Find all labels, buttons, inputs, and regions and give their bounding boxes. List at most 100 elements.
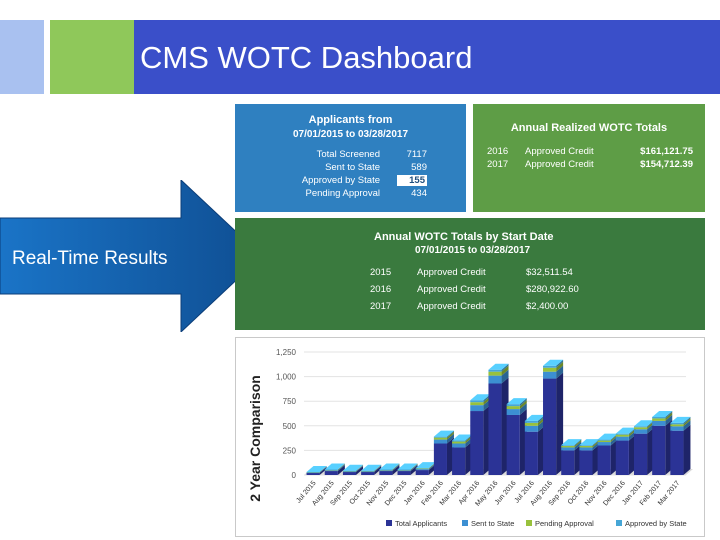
y-axis-title: 2 Year Comparison — [247, 375, 263, 502]
start-date-row: 2017 Approved Credit $2,400.00 — [235, 301, 705, 314]
bar-segment — [488, 375, 502, 384]
bar-segment — [306, 473, 320, 475]
bar-side — [319, 466, 327, 473]
bar-segment — [615, 433, 629, 435]
legend-label: Pending Approval — [535, 519, 594, 528]
bar-segment — [306, 472, 320, 473]
bar-segment — [506, 406, 520, 410]
bar-side — [519, 400, 527, 410]
bar-segment — [597, 439, 611, 441]
bar-top — [543, 359, 564, 366]
bar-side — [392, 463, 400, 471]
bar-side — [337, 465, 345, 475]
applicants-row: Pending Approval 434 — [235, 188, 466, 201]
bar-top — [615, 427, 636, 434]
start-date-range: 07/01/2015 to 03/28/2017 — [415, 245, 531, 256]
bar-segment — [415, 468, 429, 469]
bar-side — [410, 463, 418, 471]
bar-side — [337, 463, 345, 470]
bar-side — [356, 466, 364, 475]
bar-segment — [433, 436, 447, 438]
y-tick-label: 1,000 — [276, 373, 297, 382]
bar-segment — [506, 404, 520, 407]
bar-top — [397, 463, 418, 470]
bar-side — [665, 414, 673, 426]
bar-segment — [342, 472, 357, 475]
annual-row-year: 2017 — [487, 159, 509, 170]
bar-segment — [652, 416, 666, 419]
bar-side — [501, 369, 509, 384]
bar-segment — [379, 471, 393, 475]
legend-swatch — [386, 520, 392, 526]
start-date-row: 2016 Approved Credit $280,922.60 — [235, 284, 705, 297]
annual-row-label: Approved Credit — [525, 159, 594, 170]
start-row-year: 2016 — [370, 284, 392, 295]
bar-segment — [415, 469, 429, 471]
bar-top — [415, 462, 436, 469]
y-tick-label: 750 — [283, 397, 297, 406]
bar-side — [556, 365, 564, 379]
legend-swatch — [462, 520, 468, 526]
y-tick-label: 500 — [283, 422, 297, 431]
bar-segment — [433, 437, 447, 440]
bar-side — [374, 465, 382, 472]
bar-segment — [379, 469, 393, 471]
header-accent-green — [50, 20, 134, 94]
bar-segment — [633, 429, 648, 434]
bar-side — [374, 466, 382, 475]
bar-side — [501, 363, 509, 372]
bar-side — [392, 465, 400, 475]
applicants-panel: Applicants from 07/01/2015 to 03/28/2017… — [235, 104, 466, 212]
bar-side — [356, 465, 364, 472]
bar-segment — [452, 443, 466, 448]
bar-top — [597, 433, 618, 440]
applicants-row-value-highlighted: 155 — [397, 175, 427, 186]
bar-segment — [524, 420, 538, 423]
bar-side — [665, 412, 673, 421]
start-row-label: Approved Credit — [417, 284, 486, 295]
bar-segment — [670, 422, 684, 425]
annual-realized-panel: Annual Realized WOTC Totals 2016 Approve… — [473, 104, 705, 212]
start-row-amount: $32,511.54 — [526, 267, 573, 278]
bar-segment — [615, 434, 629, 437]
bar-segment — [324, 470, 338, 472]
title-bar: CMS WOTC Dashboard — [134, 20, 720, 94]
bar-side — [574, 439, 582, 448]
header-accent-light — [0, 20, 44, 94]
bar-side — [356, 464, 364, 472]
bar-side — [392, 464, 400, 472]
bar-side — [683, 418, 691, 427]
start-row-amount: $280,922.60 — [526, 284, 579, 295]
bar-segment — [324, 471, 338, 475]
bar-segment — [524, 431, 538, 475]
bar-segment — [633, 426, 648, 428]
bar-segment — [361, 472, 375, 475]
bar-segment — [379, 469, 393, 470]
bar-segment — [342, 471, 357, 473]
bar-side — [519, 403, 527, 415]
bar-segment — [615, 436, 629, 441]
comparison-chart-panel: 0 250 500 750 1,000 1,250 2 Year Comparison Jul… — [235, 337, 705, 537]
y-tick-label: 0 — [292, 471, 297, 480]
bar-segment — [597, 442, 611, 446]
start-row-year: 2015 — [370, 267, 392, 278]
bar-segment — [361, 471, 375, 473]
bar-side — [446, 431, 454, 440]
bar-segment — [397, 471, 411, 475]
bar-side — [501, 365, 509, 376]
bar-segment — [561, 450, 575, 475]
bar-segment — [670, 426, 684, 431]
applicants-row-value: 589 — [411, 162, 427, 173]
bar-segment — [652, 425, 666, 475]
bar-side — [683, 424, 691, 475]
start-row-label: Approved Credit — [417, 301, 486, 312]
legend-swatch — [526, 520, 532, 526]
arrow-label: Real-Time Results — [12, 248, 168, 269]
bar-segment — [670, 424, 684, 427]
bar-top — [488, 363, 509, 370]
applicants-row: Approved by State 155 — [235, 175, 466, 188]
bar-top — [506, 398, 527, 405]
bar-segment — [579, 450, 593, 475]
applicants-row-label: Approved by State — [301, 175, 380, 186]
